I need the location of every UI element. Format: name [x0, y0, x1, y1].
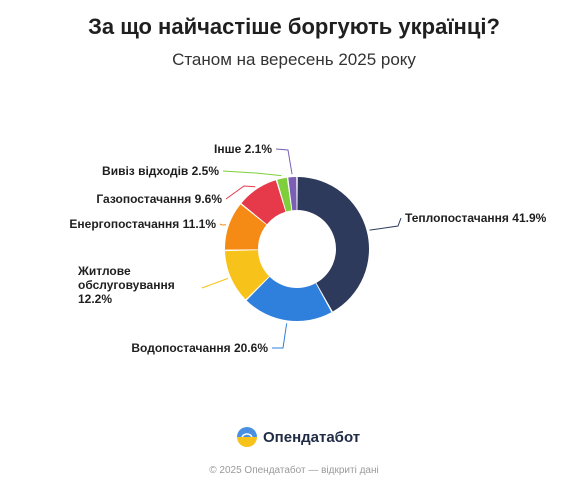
leader-line-4: [219, 223, 227, 226]
slice-2: [246, 276, 332, 322]
slice-label-3: Житлове обслуговування 12.2%: [77, 264, 175, 306]
opendatabot-logo-icon: [237, 427, 257, 447]
leader-line-7: [275, 148, 293, 175]
slice-1: [297, 177, 369, 312]
slice-label-6: Вивіз відходів 2.5%: [102, 164, 219, 178]
brand-logo: Опендатабот: [236, 425, 360, 449]
slice-label-1: Теплопостачання 41.9%: [405, 211, 547, 225]
leader-line-5: [225, 185, 256, 200]
chart-title: За що найчастіше боргують українці?: [88, 14, 500, 39]
slice-label-7: Інше 2.1%: [214, 142, 272, 156]
slice-label-4: Енергопостачання 11.1%: [69, 217, 216, 231]
footer-credit: © 2025 Опендатабот — відкриті дані: [209, 465, 379, 476]
slice-4: [225, 204, 267, 250]
slice-3: [225, 250, 270, 300]
slice-5: [241, 180, 286, 225]
leader-line-3: [201, 277, 229, 289]
slice-6: [277, 177, 292, 212]
slice-label-2: Водопостачання 20.6%: [131, 341, 268, 355]
leader-line-6: [222, 170, 282, 177]
slice-label-5: Газопостачання 9.6%: [96, 192, 222, 206]
leader-line-1: [369, 217, 402, 231]
chart-subtitle: Станом на вересень 2025 року: [172, 50, 416, 69]
donut-chart: Теплопостачання 41.9% Водопостачання 20.6…: [69, 142, 547, 355]
leader-line-2: [272, 323, 288, 349]
slice-7: [288, 177, 297, 211]
brand-name: Опендатабот: [263, 428, 361, 446]
